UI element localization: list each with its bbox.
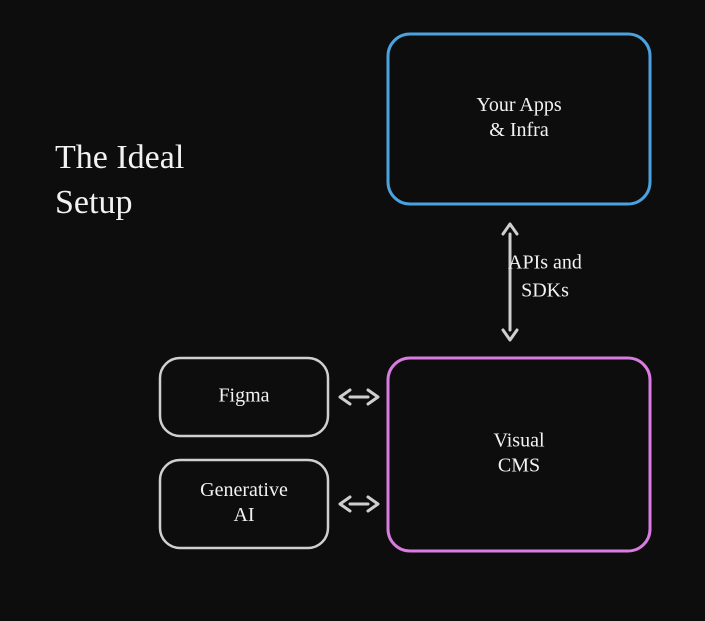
node-visual-cms-label-2: CMS: [498, 455, 540, 477]
diagram-title-line1: The Ideal: [55, 139, 184, 176]
node-your-apps-label-2: & Infra: [489, 119, 549, 141]
node-your-apps-label-1: Your Apps: [476, 94, 561, 116]
node-generative-ai-label-1: Generative: [200, 479, 288, 501]
edge-apps-cms-label-2: SDKs: [521, 280, 569, 302]
canvas-background: [0, 0, 705, 621]
node-visual-cms-label-1: Visual: [493, 430, 544, 452]
edge-apps-cms-label-1: APIs and: [508, 252, 582, 274]
diagram-title-line2: Setup: [55, 184, 132, 221]
node-generative-ai-label-2: AI: [233, 504, 254, 526]
node-figma-label: Figma: [218, 385, 269, 407]
